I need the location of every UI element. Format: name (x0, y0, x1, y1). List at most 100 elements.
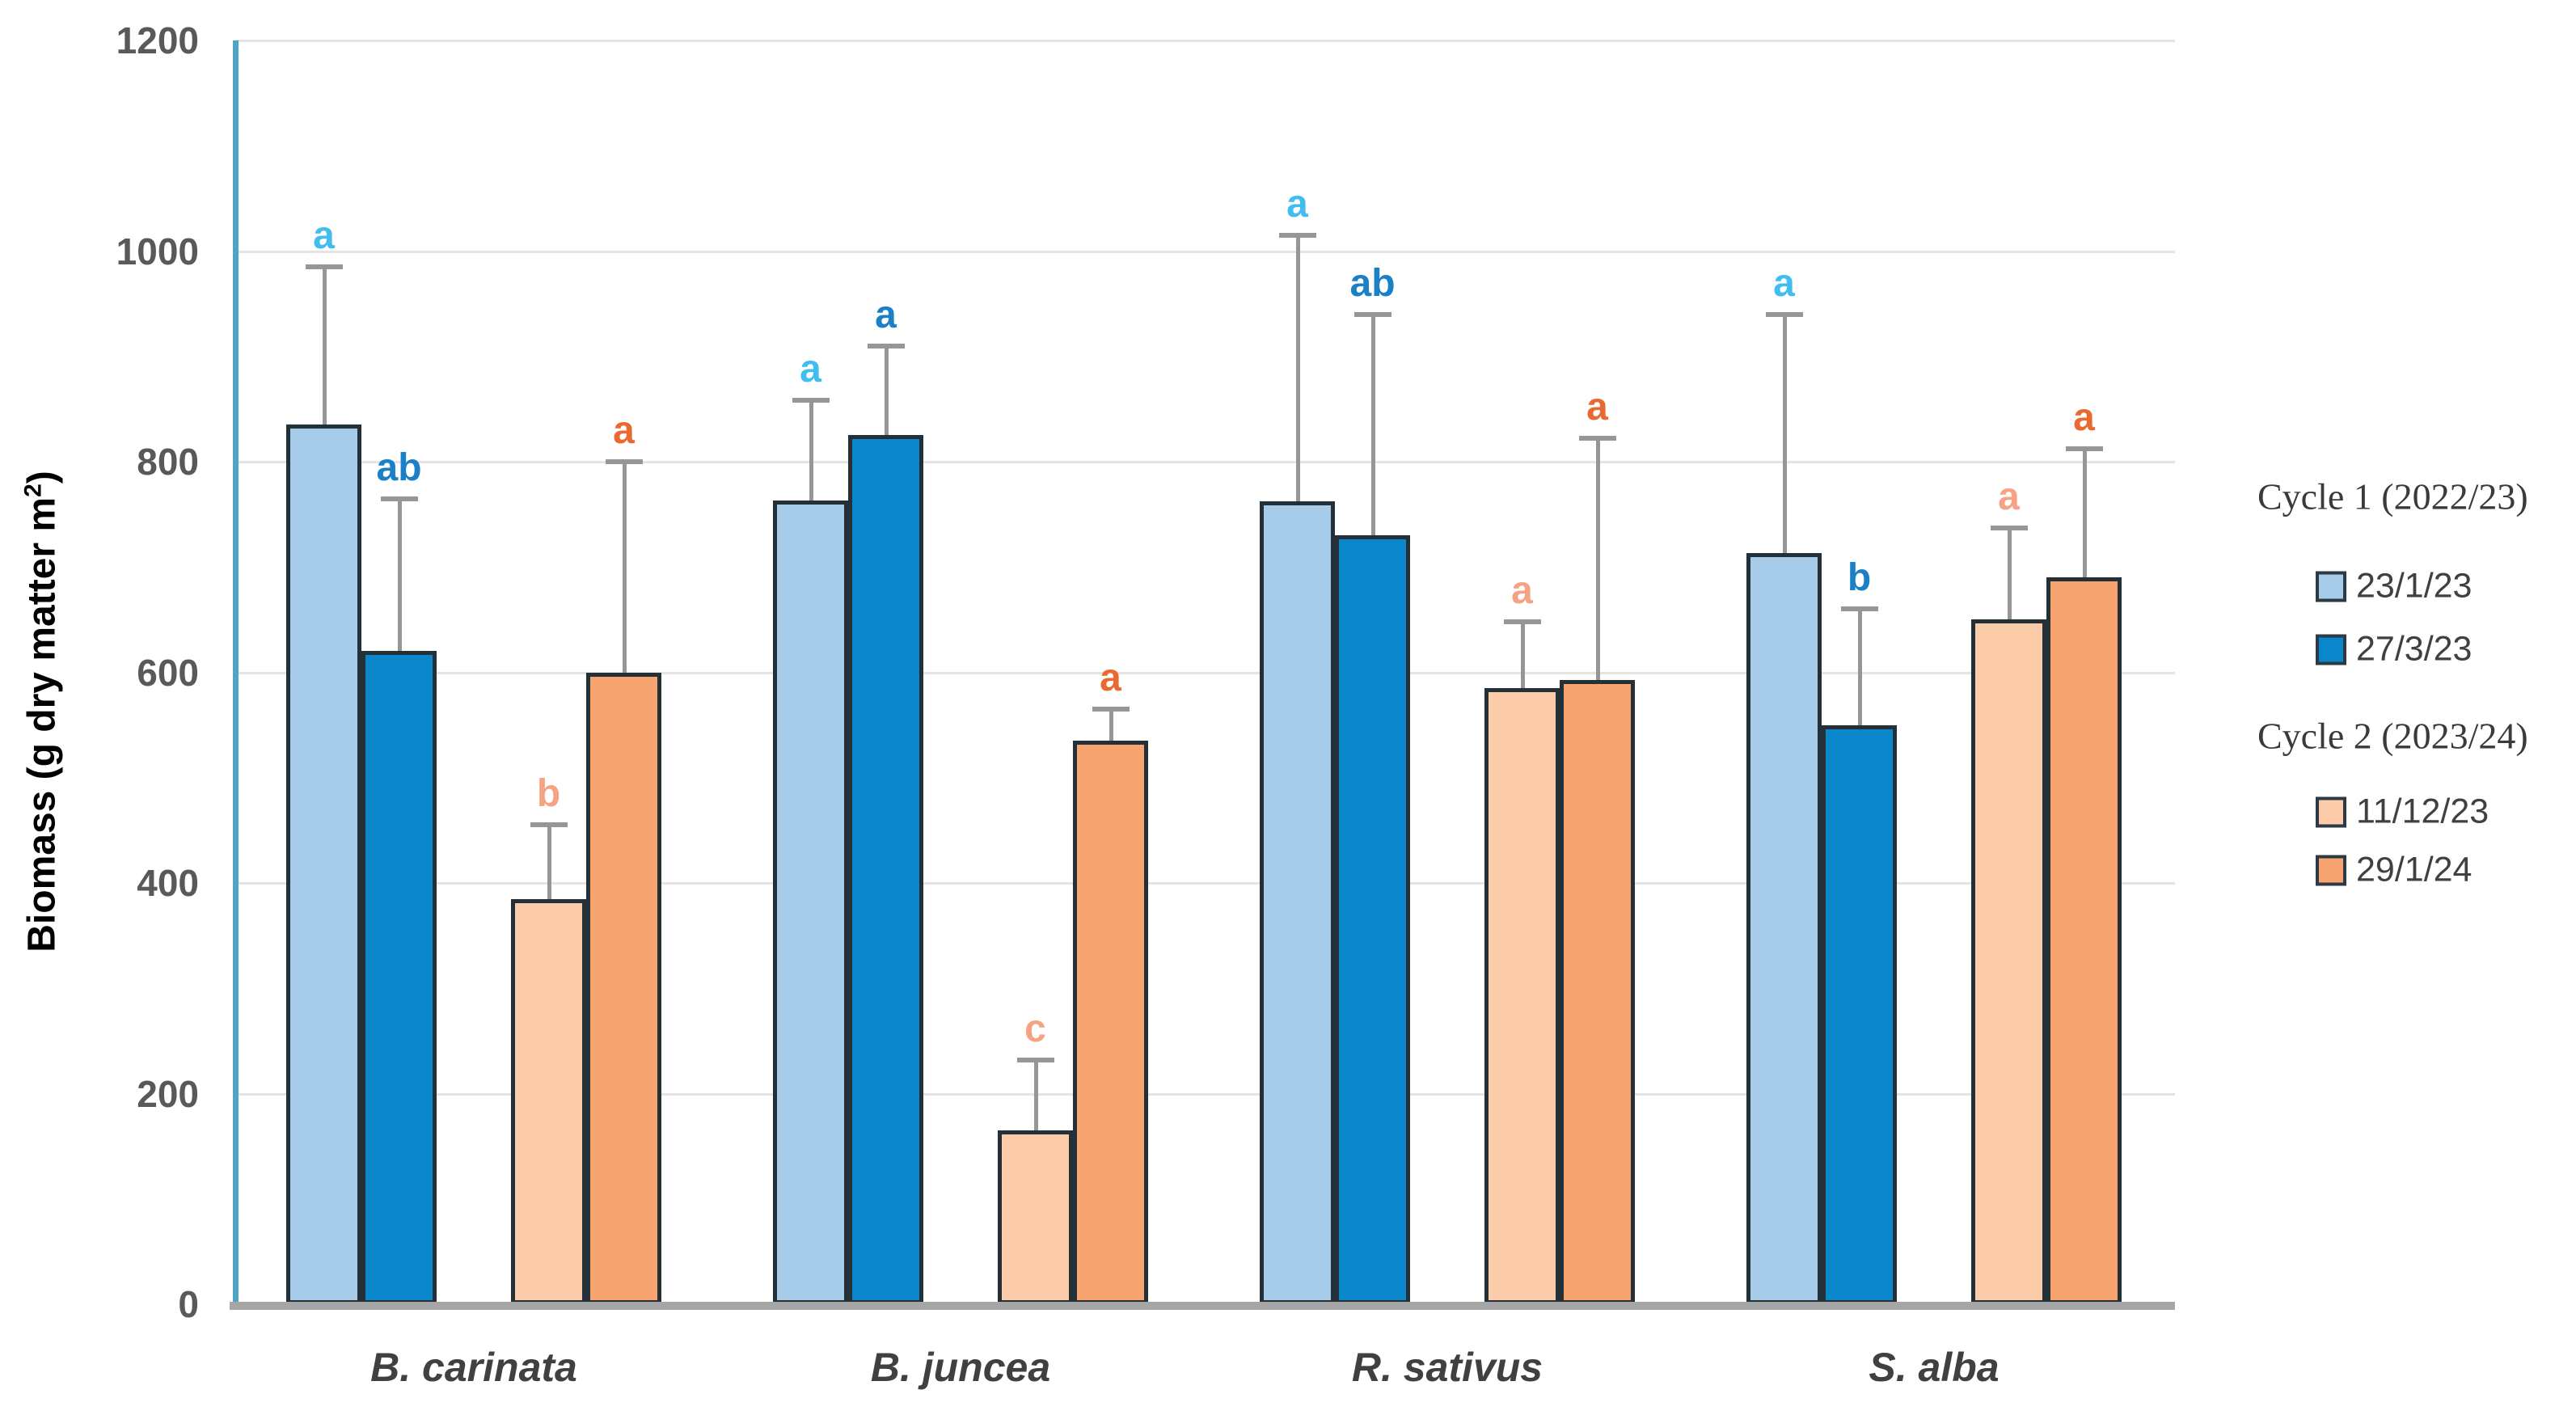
gridline-1000 (236, 250, 2175, 253)
category-label-bcarinata: B. carinata (370, 1345, 577, 1390)
sig-letter-11/12/23-2: a (1511, 568, 1533, 612)
error-cap-23/1/23-3 (1766, 311, 1803, 317)
error-bar-23/1/23-1 (809, 400, 813, 501)
error-bar-29/1/24-3 (2083, 449, 2087, 578)
sig-letter-29/1/24-1: a (1100, 657, 1121, 700)
sig-letter-29/1/24-0: a (613, 409, 635, 452)
bar-27/3/23-rsativus (1335, 535, 1410, 1304)
bar-23/1/23-bcarinata (286, 424, 361, 1304)
sig-letter-23/1/23-0: a (313, 214, 335, 258)
error-cap-11/12/23-2 (1504, 619, 1541, 624)
error-bar-29/1/24-2 (1596, 438, 1600, 680)
y-axis-title: Biomass (g dry matter m2) (20, 471, 65, 952)
legend-item-11-12-23: 11/12/23 (2316, 792, 2489, 832)
error-cap-23/1/23-2 (1279, 232, 1316, 238)
bar-23/1/23-bjuncea (773, 501, 848, 1304)
sig-letter-27/3/23-1: a (875, 293, 897, 336)
error-bar-27/3/23-1 (885, 345, 889, 436)
y-tick-label-600: 600 (137, 651, 199, 694)
legend-label-23-1-23: 23/1/23 (2356, 566, 2473, 606)
error-bar-11/12/23-3 (2008, 528, 2012, 620)
y-axis-title-superscript: 2 (19, 484, 47, 497)
y-tick-label-0: 0 (178, 1283, 199, 1325)
error-cap-29/1/24-3 (2066, 446, 2103, 452)
error-bar-23/1/23-3 (1783, 314, 1787, 554)
bar-27/3/23-bjuncea (848, 435, 923, 1304)
category-label-salba: S. alba (1869, 1345, 2000, 1390)
legend-swatch-29-1-24 (2316, 855, 2346, 885)
sig-letter-11/12/23-1: c (1024, 1007, 1046, 1050)
gridline-200 (236, 1092, 2175, 1096)
error-cap-11/12/23-1 (1017, 1057, 1054, 1062)
error-bar-27/3/23-3 (1858, 609, 1862, 725)
error-bar-29/1/24-0 (623, 462, 627, 673)
legend-label-27-3-23: 27/3/23 (2356, 629, 2473, 669)
sig-letter-29/1/24-2: a (1586, 386, 1608, 429)
y-axis-line (233, 40, 239, 1309)
gridline-400 (236, 882, 2175, 885)
sig-letter-23/1/23-1: a (800, 348, 821, 391)
error-bar-11/12/23-0 (547, 825, 551, 899)
legend-item-23-1-23: 23/1/23 (2316, 567, 2472, 606)
legend-header-cycle-1: Cycle 1 (2022/23) (2257, 475, 2528, 517)
category-label-bjuncea: B. juncea (870, 1345, 1051, 1390)
sig-letter-27/3/23-2: ab (1349, 261, 1396, 305)
y-tick-label-200: 200 (137, 1072, 199, 1115)
sig-letter-27/3/23-0: ab (376, 446, 422, 489)
gridline-1200 (236, 40, 2175, 42)
error-cap-27/3/23-2 (1354, 311, 1391, 317)
legend-swatch-11-12-23 (2316, 796, 2346, 827)
x-axis-baseline (230, 1302, 2175, 1310)
bar-29/1/24-rsativus (1560, 679, 1635, 1304)
error-cap-29/1/24-2 (1579, 436, 1616, 441)
y-axis-title-text: Biomass (g dry matter m (20, 496, 64, 952)
gridline-800 (236, 461, 2175, 463)
legend-swatch-27-3-23 (2316, 634, 2346, 665)
error-cap-23/1/23-0 (306, 264, 343, 270)
sig-letter-29/1/24-3: a (2073, 396, 2095, 440)
bar-29/1/24-bjuncea (1073, 741, 1148, 1304)
legend-item-27-3-23: 27/3/23 (2316, 630, 2472, 669)
sig-letter-23/1/23-3: a (1773, 261, 1795, 305)
bar-11/12/23-rsativus (1484, 688, 1560, 1304)
error-cap-27/3/23-0 (381, 496, 418, 501)
legend-label-11-12-23: 11/12/23 (2356, 792, 2489, 831)
error-cap-29/1/24-1 (1092, 707, 1130, 712)
y-tick-label-400: 400 (137, 862, 199, 904)
error-bar-23/1/23-0 (323, 267, 327, 425)
y-tick-label-1000: 1000 (116, 230, 199, 272)
bar-11/12/23-bjuncea (998, 1130, 1073, 1304)
gridline-600 (236, 671, 2175, 674)
error-cap-23/1/23-1 (792, 398, 830, 403)
bar-29/1/24-salba (2046, 577, 2122, 1304)
y-axis-title-suffix: ) (20, 471, 64, 484)
error-bar-11/12/23-2 (1521, 621, 1525, 689)
sig-letter-11/12/23-0: b (536, 772, 561, 816)
y-tick-label-800: 800 (137, 441, 199, 483)
bar-29/1/24-bcarinata (586, 672, 661, 1304)
sig-letter-23/1/23-2: a (1286, 182, 1308, 226)
bar-27/3/23-salba (1822, 724, 1897, 1304)
error-bar-27/3/23-0 (398, 498, 402, 652)
bar-23/1/23-salba (1746, 553, 1822, 1304)
y-tick-label-1200: 1200 (116, 19, 199, 61)
bar-11/12/23-salba (1971, 619, 2046, 1304)
sig-letter-11/12/23-3: a (1998, 475, 2020, 519)
error-cap-27/3/23-3 (1841, 606, 1878, 612)
error-bar-29/1/24-1 (1109, 709, 1113, 741)
error-bar-23/1/23-2 (1296, 234, 1300, 502)
error-cap-11/12/23-3 (1991, 526, 2028, 531)
sig-letter-27/3/23-3: b (1847, 556, 1872, 600)
error-cap-29/1/24-0 (606, 459, 643, 464)
error-cap-27/3/23-1 (868, 343, 905, 348)
error-bar-11/12/23-1 (1034, 1059, 1038, 1131)
legend-label-29-1-24: 29/1/24 (2356, 850, 2473, 889)
legend-item-29-1-24: 29/1/24 (2316, 851, 2472, 890)
category-label-rsativus: R. sativus (1351, 1345, 1543, 1390)
error-bar-27/3/23-2 (1371, 314, 1375, 536)
bar-23/1/23-rsativus (1260, 501, 1335, 1304)
error-cap-11/12/23-0 (530, 822, 568, 828)
bar-27/3/23-bcarinata (361, 651, 437, 1304)
legend-header-cycle-2: Cycle 2 (2023/24) (2257, 715, 2528, 757)
